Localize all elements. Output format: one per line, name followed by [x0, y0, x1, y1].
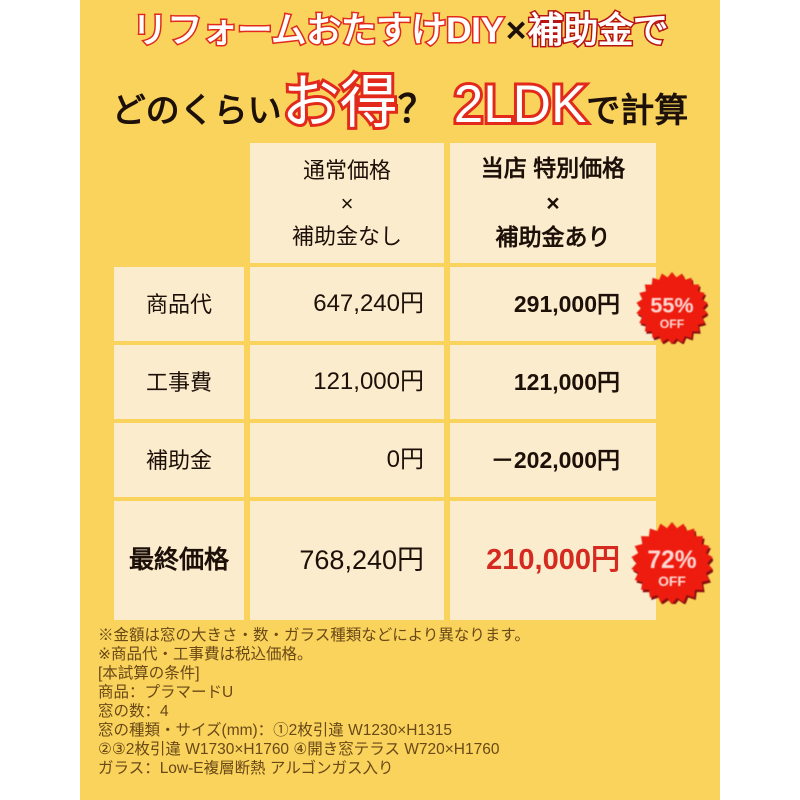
svg-text:OFF: OFF	[658, 573, 686, 589]
svg-text:OFF: OFF	[660, 317, 685, 331]
svg-text:55%: 55%	[650, 292, 693, 317]
svg-text:72%: 72%	[647, 547, 696, 574]
